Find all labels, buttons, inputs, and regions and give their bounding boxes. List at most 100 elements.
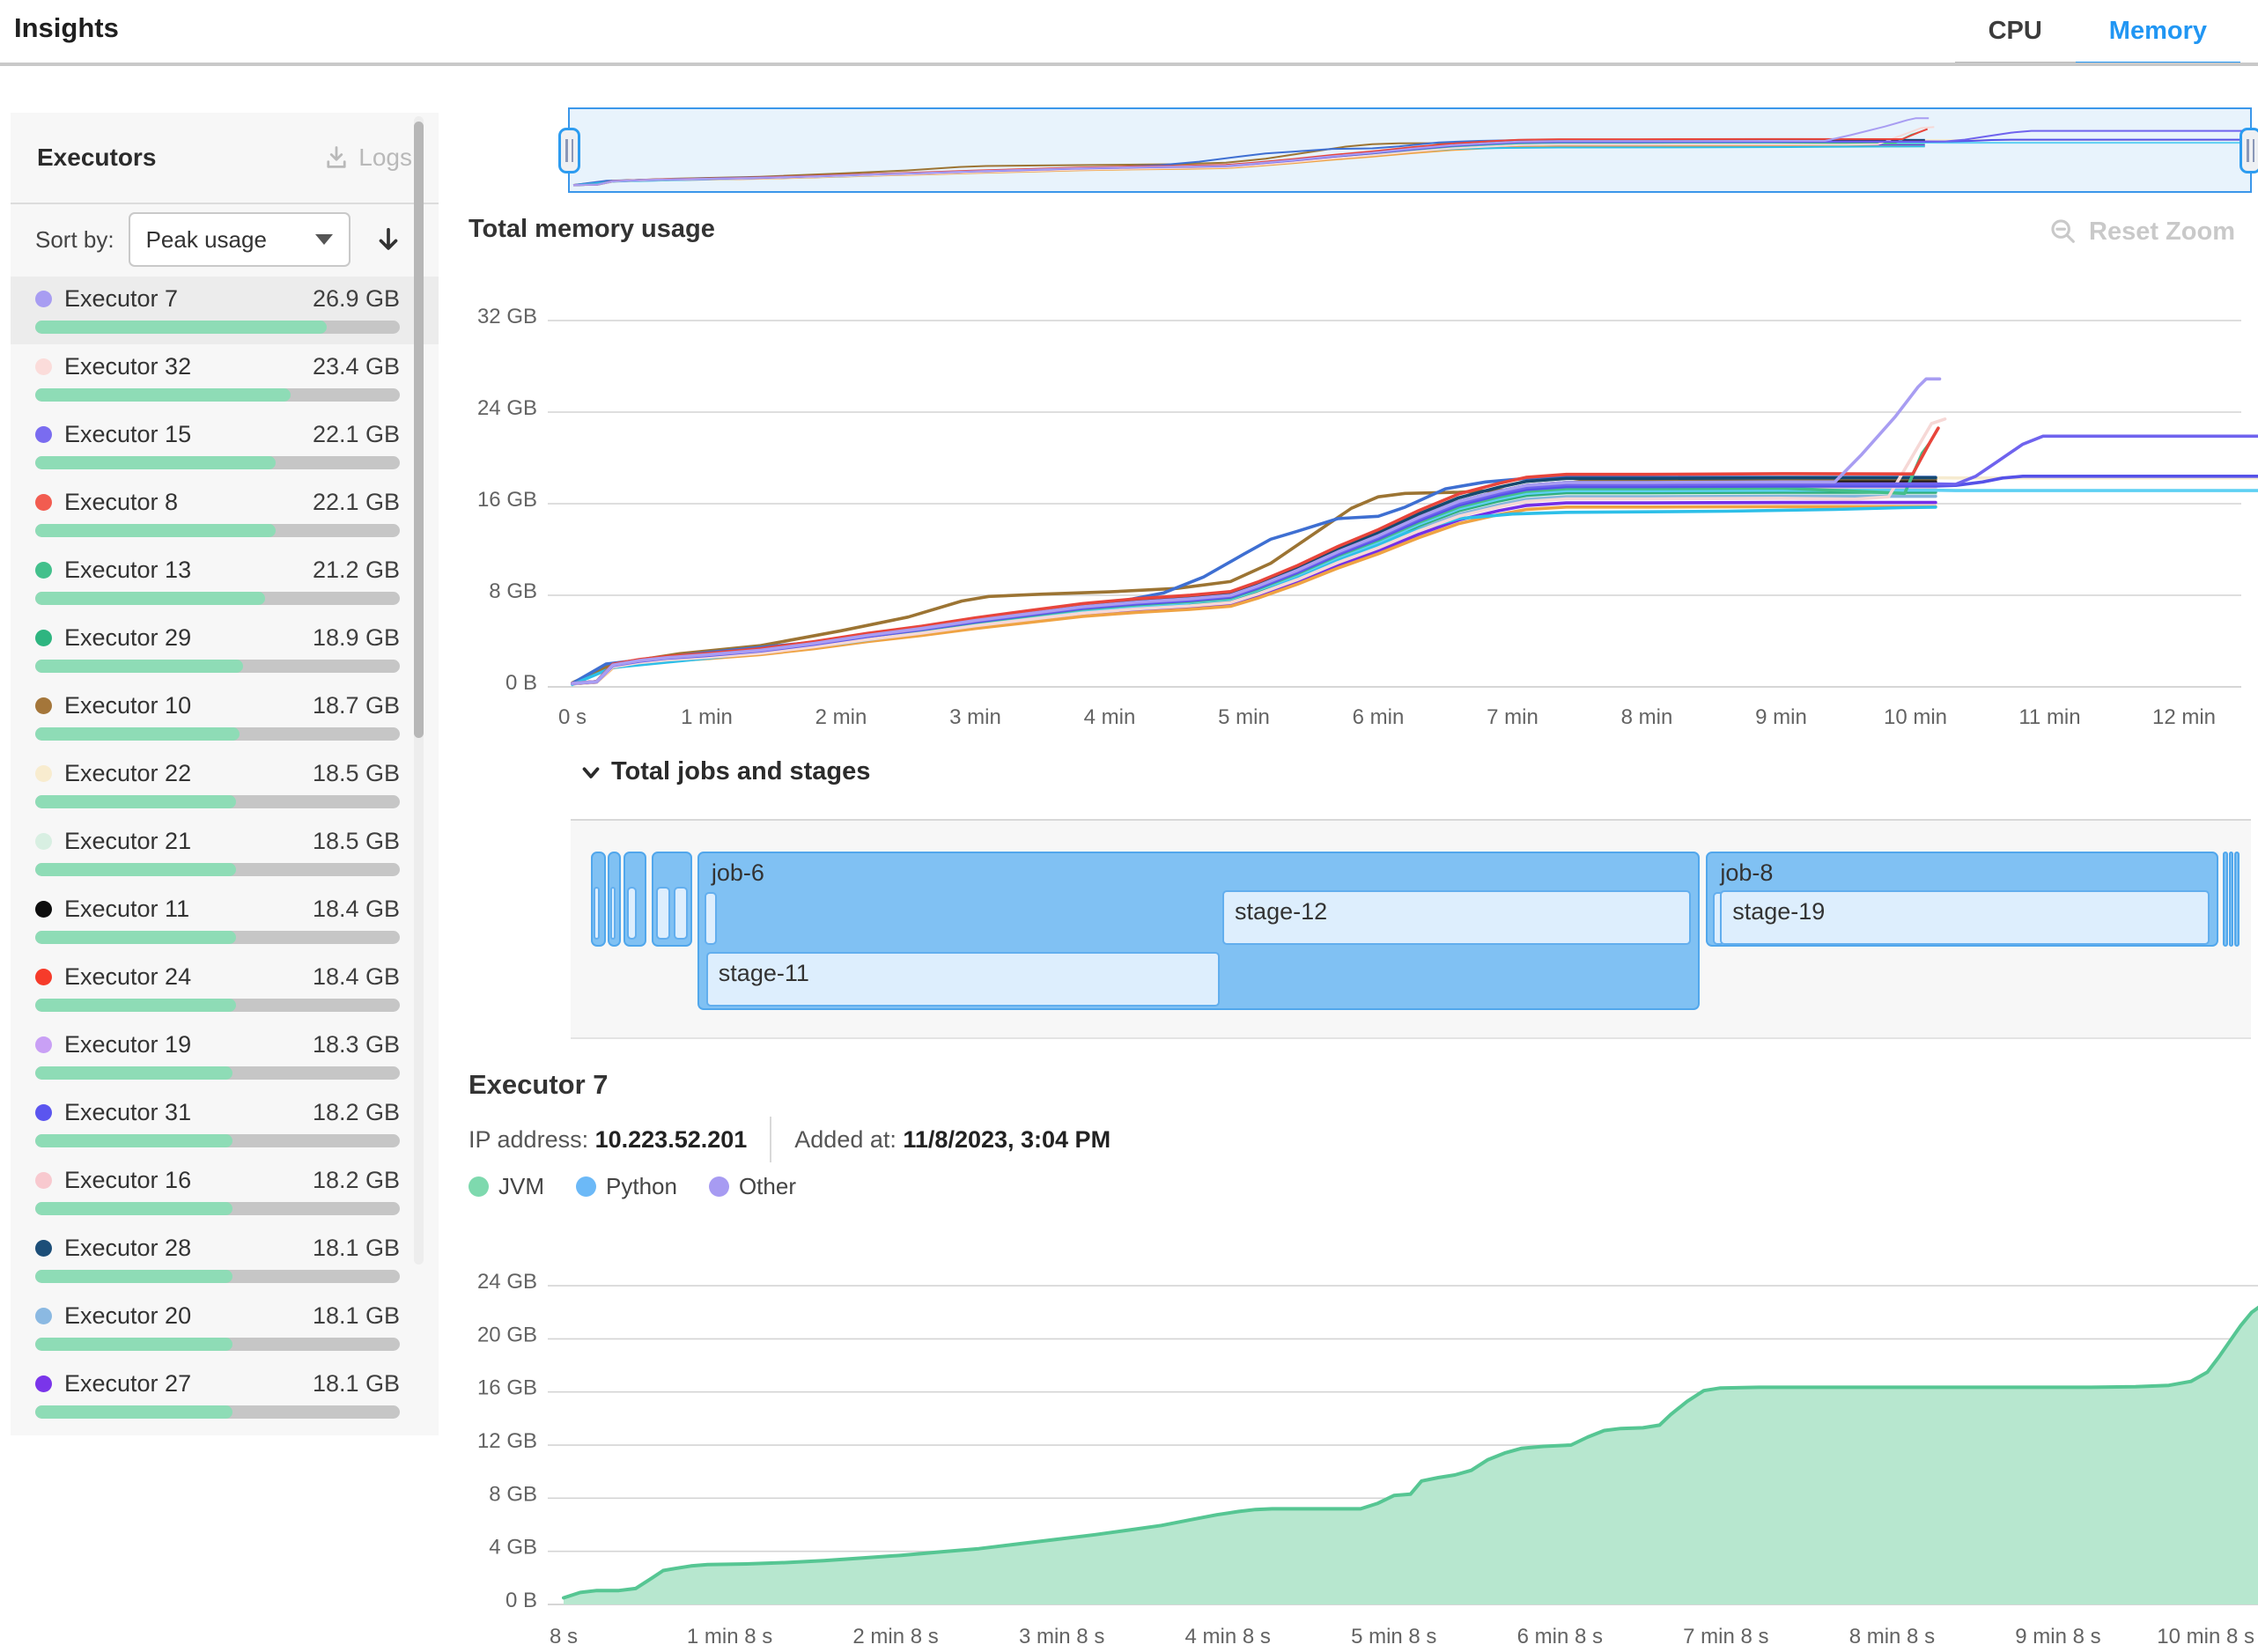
svg-text:9 min: 9 min: [1755, 705, 1807, 729]
executor-row: Executor 8 22.1 GB: [35, 489, 400, 516]
sort-select-value: Peak usage: [145, 225, 267, 253]
executor-peak-value: 18.9 GB: [312, 624, 400, 651]
stage-sliver[interactable]: [704, 892, 717, 945]
job-block[interactable]: job-6 stage-12 stage-11: [697, 852, 1700, 1010]
stage-block-small[interactable]: [610, 887, 616, 940]
list-item[interactable]: Executor 20 18.1 GB: [11, 1294, 439, 1361]
job-block-thin[interactable]: [2234, 852, 2240, 947]
job-block-small[interactable]: [591, 852, 607, 947]
svg-text:7 min: 7 min: [1487, 705, 1539, 729]
zoom-brush[interactable]: [558, 107, 2258, 193]
list-item[interactable]: Executor 32 23.4 GB: [11, 344, 439, 412]
executor-usage-fill: [35, 1134, 232, 1147]
svg-text:6 min 8 s: 6 min 8 s: [1517, 1625, 1603, 1648]
svg-text:4 min: 4 min: [1084, 705, 1136, 729]
svg-text:6 min: 6 min: [1353, 705, 1405, 729]
list-item[interactable]: Executor 16 18.2 GB: [11, 1158, 439, 1226]
list-item[interactable]: Executor 27 18.1 GB: [11, 1361, 439, 1429]
total-memory-chart[interactable]: 0 B 8 GB 16 GB 24 GB 32 GB 0 s 1 min 2 min 3 min…: [467, 291, 2258, 735]
stage-block[interactable]: stage-11: [705, 952, 1220, 1007]
header-divider: [0, 63, 2258, 66]
executor-row: Executor 32 23.4 GB: [35, 353, 400, 380]
jobs-stages-panel: job-6 stage-12 stage-11 job-8 stage-19: [571, 819, 2251, 1039]
executor-peak-value: 18.1 GB: [312, 1302, 400, 1329]
executor-list: Executor 7 26.9 GB Executor 32 23.4 GB Execu…: [11, 277, 439, 1435]
sort-direction-button[interactable]: [373, 225, 403, 254]
page-title: Insights: [14, 12, 119, 43]
tab-cpu[interactable]: CPU: [1954, 0, 2076, 66]
added-at-value: 11/8/2023, 3:04 PM: [903, 1125, 1111, 1153]
list-item[interactable]: Executor 24 18.4 GB: [11, 955, 439, 1022]
executor-usage-bar: [35, 524, 400, 537]
executor-usage-fill: [35, 388, 291, 402]
list-scrollbar-thumb[interactable]: [414, 122, 424, 738]
grip-line: [2247, 138, 2249, 162]
stage-block[interactable]: stage-12: [1222, 890, 1691, 945]
executors-panel-header: Executors Logs: [11, 113, 439, 204]
executor-color-dot: [35, 426, 52, 443]
logs-button[interactable]: Logs: [323, 144, 412, 172]
stage-block-small[interactable]: [673, 887, 688, 940]
list-item[interactable]: Executor 28 18.1 GB: [11, 1226, 439, 1294]
job-block-thin[interactable]: [2223, 852, 2228, 947]
executor-row: Executor 15 22.1 GB: [35, 421, 400, 448]
job-block-small[interactable]: [652, 852, 693, 947]
chevron-down-icon: [582, 766, 600, 778]
job-block[interactable]: job-8 stage-19: [1706, 852, 2219, 947]
executor-usage-fill: [35, 660, 243, 673]
list-item[interactable]: Executor 8 22.1 GB: [11, 480, 439, 548]
stage-block[interactable]: stage-19: [1720, 890, 2210, 945]
executor-usage-fill: [35, 456, 277, 469]
executor-color-dot: [35, 358, 52, 375]
brush-handle-right[interactable]: [2240, 127, 2258, 173]
executor-usage-fill: [35, 321, 328, 334]
executor-row: Executor 11 18.4 GB: [35, 896, 400, 923]
executor-usage-fill: [35, 999, 236, 1012]
stage-block-small[interactable]: [656, 887, 671, 940]
grip-line: [2252, 138, 2254, 162]
stage-label: stage-12: [1235, 898, 1328, 925]
stage-label: stage-11: [718, 960, 809, 986]
list-item[interactable]: Executor 31 18.2 GB: [11, 1090, 439, 1158]
list-item[interactable]: Executor 22 18.5 GB: [11, 751, 439, 819]
executor-row: Executor 24 18.4 GB: [35, 963, 400, 991]
svg-text:2 min 8 s: 2 min 8 s: [852, 1625, 938, 1648]
zoom-out-icon: [2051, 219, 2075, 243]
job-block-thin[interactable]: [2228, 852, 2234, 947]
list-item[interactable]: Executor 7 26.9 GB: [11, 277, 439, 344]
brush-handle-left[interactable]: [558, 127, 580, 173]
list-item[interactable]: Executor 10 18.7 GB: [11, 683, 439, 751]
jobs-stages-toggle[interactable]: Total jobs and stages: [578, 757, 870, 786]
svg-text:4 min 8 s: 4 min 8 s: [1185, 1625, 1271, 1648]
executor-usage-fill: [35, 931, 236, 944]
executor-name: Executor 11: [64, 896, 190, 922]
list-item[interactable]: Executor 21 18.5 GB: [11, 819, 439, 887]
reset-zoom-button[interactable]: Reset Zoom: [2048, 217, 2235, 247]
executor-usage-fill: [35, 524, 277, 537]
executor-usage-bar: [35, 1066, 400, 1080]
executor-name: Executor 22: [64, 760, 192, 786]
executor-usage-bar: [35, 1338, 400, 1351]
executor-color-dot: [35, 562, 52, 579]
job-block-small[interactable]: [624, 852, 647, 947]
job-block-small[interactable]: [608, 852, 622, 947]
executor-usage-fill: [35, 1405, 232, 1419]
stage-block-small[interactable]: [626, 887, 637, 940]
list-item[interactable]: Executor 13 21.2 GB: [11, 548, 439, 616]
executor-name: Executor 28: [64, 1235, 192, 1261]
executor-row: Executor 31 18.2 GB: [35, 1099, 400, 1126]
sort-select[interactable]: Peak usage: [128, 212, 351, 267]
svg-text:8 GB: 8 GB: [489, 579, 537, 603]
memory-type-legend: JVM Python Other: [469, 1173, 796, 1200]
svg-text:8 s: 8 s: [550, 1625, 578, 1648]
tab-memory[interactable]: Memory: [2075, 0, 2240, 66]
list-item[interactable]: Executor 19 18.3 GB: [11, 1022, 439, 1090]
executor-usage-bar: [35, 388, 400, 402]
executor-usage-bar: [35, 727, 400, 741]
list-item[interactable]: Executor 29 18.9 GB: [11, 616, 439, 683]
list-item[interactable]: Executor 15 22.1 GB: [11, 412, 439, 480]
list-item[interactable]: Executor 11 18.4 GB: [11, 887, 439, 955]
stage-block-small[interactable]: [594, 887, 600, 940]
memory-chart-title: Total memory usage: [469, 215, 715, 243]
